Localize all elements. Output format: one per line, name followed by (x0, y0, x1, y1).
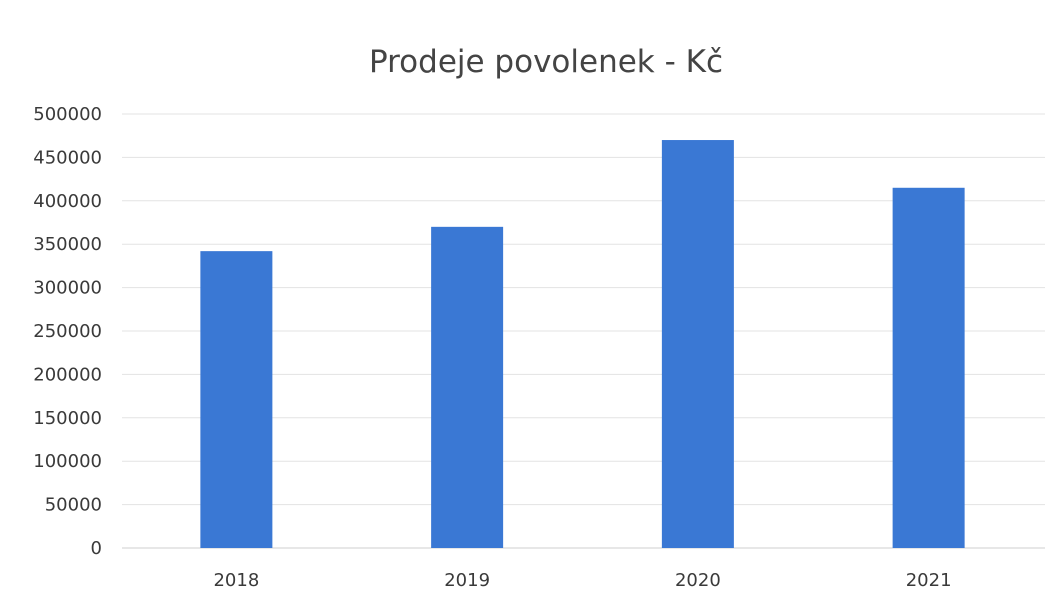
gridlines (122, 113, 1045, 549)
y-tick-label: 350000 (33, 234, 102, 255)
y-axis-tick-labels: 0 50000 100000 150000 200000 250000 300000 3500… (33, 104, 102, 559)
y-tick-label: 50000 (45, 495, 102, 516)
y-tick-label: 450000 (33, 147, 102, 168)
chart-title: Prodeje povolenek - Kč (369, 44, 723, 80)
bar-2018 (200, 251, 273, 549)
bar-2020 (661, 140, 734, 549)
x-tick-label: 2019 (444, 570, 490, 591)
y-tick-label: 0 (91, 538, 102, 559)
bar-2021 (892, 187, 965, 548)
y-tick-label: 200000 (33, 364, 102, 385)
y-tick-label: 300000 (33, 278, 102, 299)
y-tick-label: 500000 (33, 104, 102, 125)
bar-2019 (431, 226, 504, 548)
y-tick-label: 150000 (33, 408, 102, 429)
x-tick-label: 2021 (906, 570, 952, 591)
y-tick-label: 400000 (33, 191, 102, 212)
x-tick-label: 2020 (675, 570, 721, 591)
y-tick-label: 100000 (33, 451, 102, 472)
x-tick-label: 2018 (213, 570, 259, 591)
bars (200, 140, 965, 549)
y-tick-label: 250000 (33, 321, 102, 342)
x-axis-tick-labels: 2018 2019 2020 2021 (213, 570, 951, 591)
